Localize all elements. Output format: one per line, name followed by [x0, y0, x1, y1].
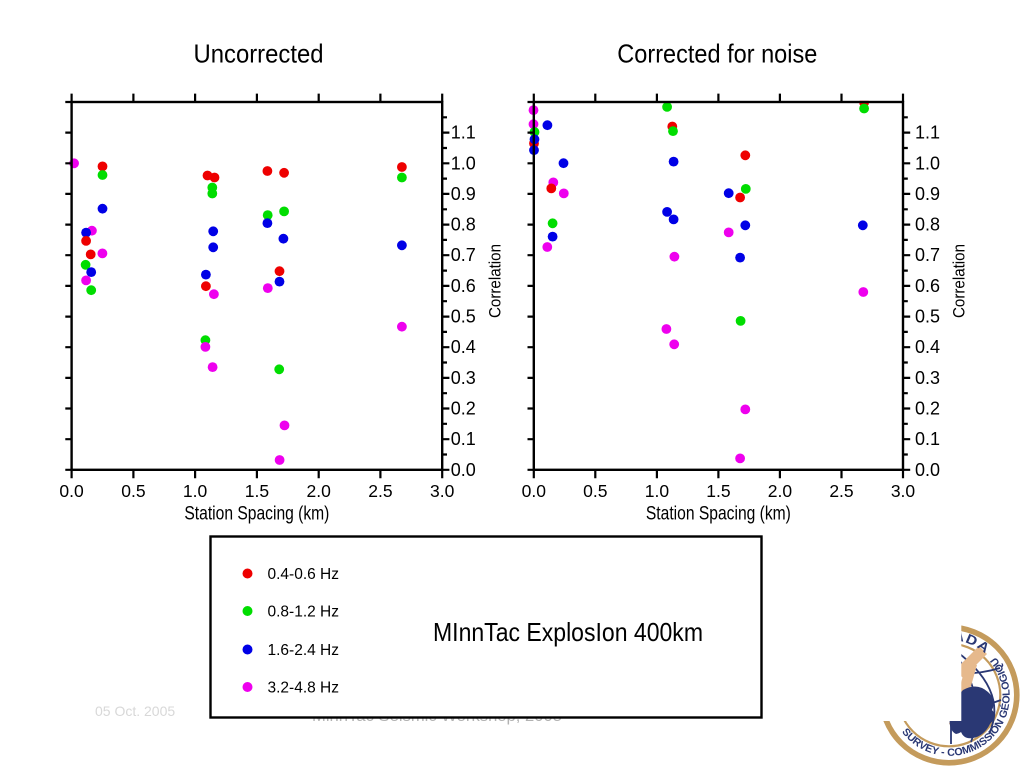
svg-text:1.1: 1.1: [451, 123, 476, 143]
svg-text:2.5: 2.5: [368, 481, 392, 501]
svg-text:0.6: 0.6: [915, 276, 940, 296]
svg-text:Correlation: Correlation: [950, 244, 969, 318]
svg-text:0.9: 0.9: [915, 184, 940, 204]
svg-text:0.8: 0.8: [915, 215, 940, 235]
svg-text:0.5: 0.5: [915, 307, 940, 327]
svg-text:1.0: 1.0: [451, 153, 476, 173]
svg-text:0.7: 0.7: [451, 245, 476, 265]
svg-text:0.5: 0.5: [451, 307, 476, 327]
svg-text:0.2: 0.2: [915, 399, 940, 419]
svg-text:0.3: 0.3: [451, 368, 476, 388]
svg-text:0.4: 0.4: [915, 337, 940, 357]
svg-text:Corrected for noise: Corrected for noise: [617, 39, 817, 69]
svg-text:0.8: 0.8: [451, 215, 476, 235]
svg-text:0.0: 0.0: [915, 460, 940, 480]
svg-text:Correlation: Correlation: [486, 244, 505, 318]
svg-text:0.4-0.6 Hz: 0.4-0.6 Hz: [268, 566, 340, 583]
svg-text:0.0: 0.0: [451, 460, 476, 480]
svg-text:0.1: 0.1: [915, 429, 940, 449]
svg-text:0.0: 0.0: [522, 481, 547, 501]
svg-text:0.1: 0.1: [451, 429, 476, 449]
svg-text:0.9: 0.9: [451, 184, 476, 204]
svg-text:Station Spacing (km): Station Spacing (km): [184, 504, 329, 525]
svg-text:0.2: 0.2: [451, 399, 476, 419]
svg-text:1.5: 1.5: [245, 481, 269, 501]
svg-text:Uncorrected: Uncorrected: [194, 39, 324, 69]
svg-text:0.8-1.2 Hz: 0.8-1.2 Hz: [268, 604, 340, 621]
svg-text:1.0: 1.0: [645, 481, 670, 501]
svg-text:2.0: 2.0: [768, 481, 793, 501]
svg-text:3.0: 3.0: [891, 481, 916, 501]
svg-text:2.0: 2.0: [307, 481, 332, 501]
svg-text:MInnTac ExplosIon 400km: MInnTac ExplosIon 400km: [433, 617, 703, 647]
svg-text:1.5: 1.5: [706, 481, 730, 501]
svg-text:3.2-4.8 Hz: 3.2-4.8 Hz: [268, 680, 340, 697]
svg-text:2.5: 2.5: [829, 481, 853, 501]
svg-text:1.6-2.4 Hz: 1.6-2.4 Hz: [268, 642, 340, 659]
svg-text:0.5: 0.5: [121, 481, 145, 501]
svg-text:0.0: 0.0: [59, 481, 84, 501]
svg-text:1.0: 1.0: [915, 153, 940, 173]
svg-text:0.6: 0.6: [451, 276, 476, 296]
svg-text:05 Oct. 2005: 05 Oct. 2005: [95, 703, 175, 719]
svg-text:3.0: 3.0: [430, 481, 455, 501]
svg-text:Station Spacing (km): Station Spacing (km): [646, 504, 791, 525]
svg-text:1.0: 1.0: [183, 481, 208, 501]
svg-text:0.7: 0.7: [915, 245, 940, 265]
svg-text:0.5: 0.5: [583, 481, 607, 501]
svg-text:0.3: 0.3: [915, 368, 940, 388]
svg-text:1.1: 1.1: [915, 123, 940, 143]
svg-text:0.4: 0.4: [451, 337, 476, 357]
